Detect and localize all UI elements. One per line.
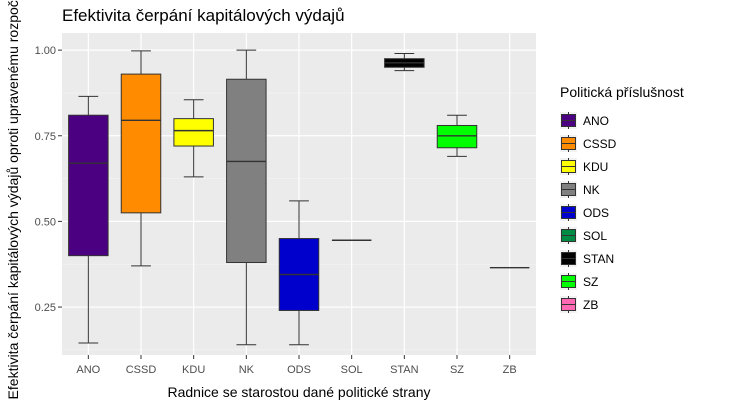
legend-title: Politická příslušnost [560,84,684,100]
box-stan [384,53,425,72]
legend-item-cssd: CSSD [560,132,740,155]
x-tick-label: KDU [182,364,205,376]
legend-swatch [561,275,576,288]
legend-key [560,296,577,313]
legend-item-sol: SOL [560,224,740,247]
legend-label: SZ [583,274,599,289]
legend-key [560,273,577,290]
legend-key [560,204,577,221]
box-body [68,114,109,257]
legend-label: NK [583,182,600,197]
y-tick-label: 0.75 [35,131,56,143]
x-tick-label: NK [239,364,255,376]
legend-key [560,112,577,129]
legend-item-stan: STAN [560,247,740,270]
x-tick-label: ODS [287,364,311,376]
legend-swatch [561,206,576,219]
x-tick-label: STAN [390,364,419,376]
x-tick-label: ANO [76,364,100,376]
box-sz [436,114,478,157]
legend-swatch [561,137,576,150]
x-tick-label: ZB [503,364,517,376]
legend-label: SOL [583,228,608,243]
x-tick-label: SZ [450,364,464,376]
legend-label: ODS [583,205,610,220]
x-axis-title: Radnice se starostou dané politické stra… [167,384,430,400]
legend-item-ods: ODS [560,201,740,224]
legend-key [560,250,577,267]
legend-label: ANO [583,113,610,128]
legend: Politická příslušnost ANO CSSD KDU NK ODS SOL… [560,84,740,316]
legend-item-ano: ANO [560,109,740,132]
x-tick-label: SOL [341,364,363,376]
y-axis-title: Efektivita čerpání kapitálových výdajů o… [5,0,21,399]
legend-items: ANO CSSD KDU NK ODS SOL STAN SZ ZB [560,109,740,316]
legend-swatch [561,183,576,196]
box-body [120,73,162,214]
legend-label: ZB [583,297,599,312]
legend-swatch [561,298,576,311]
legend-swatch [561,114,576,127]
box-ods [278,200,320,346]
box-body [436,124,478,149]
box-cssd [120,50,162,267]
legend-key [560,181,577,198]
legend-key [560,227,577,244]
box-nk [226,49,267,346]
x-tick-label: CSSD [126,364,157,376]
box-body [173,118,214,147]
legend-key [560,135,577,152]
legend-key [560,158,577,175]
legend-item-kdu: KDU [560,155,740,178]
legend-swatch [561,160,576,173]
legend-item-sz: SZ [560,270,740,293]
legend-label: CSSD [583,136,617,151]
box-ano [68,95,109,344]
legend-label: KDU [583,159,609,174]
y-tick-label: 1.00 [35,45,56,57]
y-tick-label: 0.50 [35,216,56,228]
legend-swatch [561,229,576,242]
legend-label: STAN [583,251,615,266]
legend-item-zb: ZB [560,293,740,316]
legend-item-nk: NK [560,178,740,201]
chart-title: Efektivita čerpání kapitálových výdajů [62,6,345,25]
box-kdu [173,99,214,178]
y-tick-label: 0.25 [35,302,56,314]
legend-swatch [561,252,576,265]
box-body [226,78,267,264]
